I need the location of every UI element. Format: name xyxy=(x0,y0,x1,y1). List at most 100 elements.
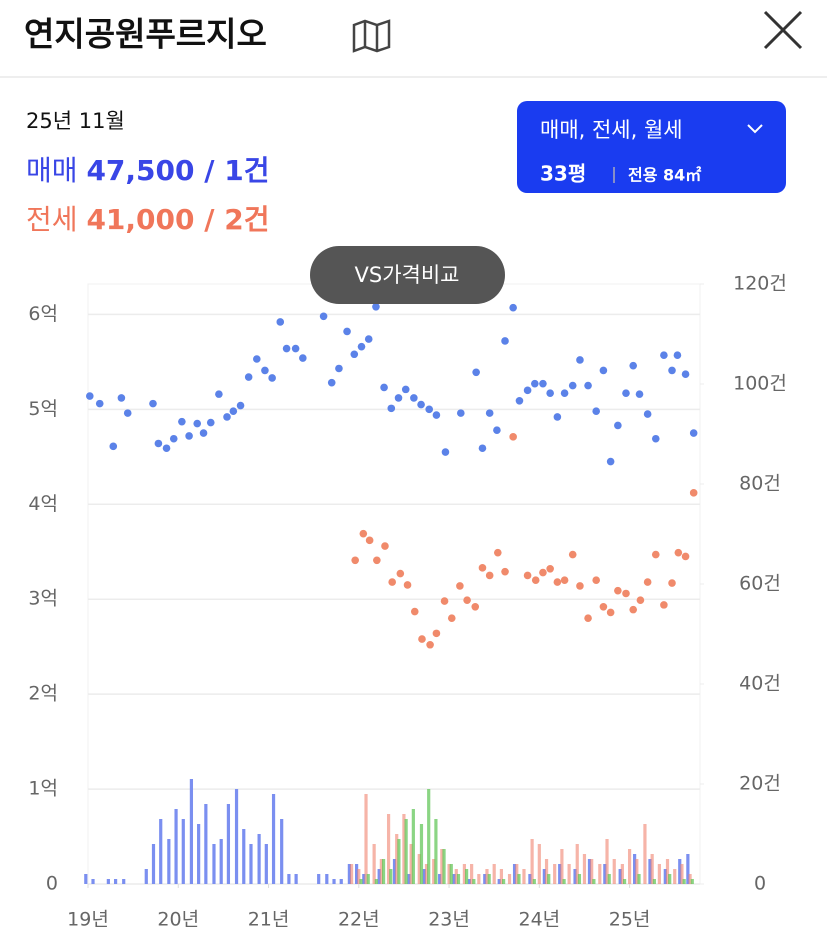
x-tick-label: 20년 xyxy=(157,909,199,931)
price-point xyxy=(485,571,494,580)
volume-bar xyxy=(409,844,413,884)
price-point xyxy=(291,344,300,353)
y-tick-label: 0 xyxy=(46,873,58,895)
price-point xyxy=(418,635,426,643)
price-point xyxy=(396,569,405,578)
price-point xyxy=(560,576,569,585)
volume-bar xyxy=(366,874,370,884)
price-point xyxy=(319,312,328,321)
volume-bar xyxy=(603,864,607,884)
volume-bar xyxy=(411,809,415,884)
volume-bar xyxy=(668,874,672,884)
volume-bar xyxy=(144,869,148,884)
volume-bar xyxy=(497,879,501,884)
volume-bar xyxy=(402,814,406,884)
chevron xyxy=(747,124,763,134)
volume-bar xyxy=(643,824,647,884)
volume-bar xyxy=(189,779,194,884)
volume-bar xyxy=(553,864,557,884)
sale-summary: 매매 47,500 / 1건 xyxy=(26,154,269,187)
price-point xyxy=(327,378,336,387)
price-point xyxy=(643,578,652,586)
price-point xyxy=(193,419,202,428)
price-point xyxy=(546,389,554,397)
price-point xyxy=(380,383,388,392)
volume-bar xyxy=(620,864,624,884)
price-point xyxy=(471,602,480,611)
price-point xyxy=(523,386,532,395)
price-point xyxy=(576,356,584,364)
volume-bar xyxy=(467,879,472,884)
volume-bar xyxy=(517,874,521,884)
volume-bar xyxy=(507,874,512,884)
price-point xyxy=(689,489,698,497)
price-point xyxy=(343,327,351,336)
filter-button[interactable]: 매매, 전세, 월세 33평 전용 84㎡ xyxy=(517,101,786,193)
volume-bar xyxy=(424,864,429,884)
compare-label: VS가격비교 xyxy=(355,263,460,287)
price-point xyxy=(252,355,261,363)
price-point xyxy=(268,374,276,382)
volume-bar xyxy=(381,859,386,884)
filter-bg xyxy=(517,101,786,193)
title: 연지공원푸르지오 xyxy=(24,15,267,54)
volume-bar xyxy=(349,864,354,884)
volume-bar xyxy=(522,869,526,884)
volume-bar xyxy=(650,854,654,884)
price-point xyxy=(599,366,608,375)
price-point xyxy=(178,417,186,426)
price-point xyxy=(244,373,253,381)
volume-bar xyxy=(449,864,453,884)
price-point xyxy=(592,407,600,416)
price-point xyxy=(169,434,178,443)
volume-bar xyxy=(502,879,506,884)
compare-button[interactable]: VS가격비교 xyxy=(310,246,505,304)
price-point xyxy=(629,361,638,370)
price-point xyxy=(299,354,307,362)
volume-bar xyxy=(622,879,627,884)
volume-bar xyxy=(637,874,641,884)
price-point xyxy=(568,550,577,559)
volume-bar xyxy=(605,839,609,884)
price-point xyxy=(622,389,630,397)
price-point xyxy=(614,586,622,595)
x-tick-label: 21년 xyxy=(248,909,290,931)
volume-bar xyxy=(257,834,261,884)
price-point xyxy=(576,582,584,590)
price-point xyxy=(635,390,644,398)
volume-bar xyxy=(347,864,351,884)
price-point xyxy=(86,392,94,400)
volume-bar xyxy=(618,869,622,884)
price-point xyxy=(668,366,676,375)
x-tick-label: 25년 xyxy=(609,909,651,931)
price-point xyxy=(149,399,157,408)
volume-bar xyxy=(325,874,329,884)
price-point xyxy=(425,405,434,414)
price-point xyxy=(681,370,690,378)
volume-bar xyxy=(271,794,276,884)
volume-bar xyxy=(607,874,611,884)
y-tick-label: 1억 xyxy=(28,778,58,800)
volume-bar xyxy=(472,879,476,884)
volume-bar xyxy=(673,869,677,884)
volume-bar xyxy=(219,839,223,884)
price-point xyxy=(387,404,396,413)
volume-bar xyxy=(657,864,661,884)
volume-bar xyxy=(537,844,541,884)
volume-bar xyxy=(532,879,536,884)
y-tick-label: 2억 xyxy=(28,683,58,705)
price-point xyxy=(123,409,132,417)
price-point xyxy=(651,550,660,559)
price-point xyxy=(440,597,449,605)
volume-bar xyxy=(590,859,594,884)
close-button[interactable] xyxy=(763,10,803,50)
volume-bar xyxy=(499,869,504,884)
price-point xyxy=(501,337,509,345)
price-point xyxy=(629,605,638,614)
price-point xyxy=(643,410,652,418)
y2-tick-label: 60건 xyxy=(739,573,781,595)
compare-bg xyxy=(310,246,505,304)
volume-bar xyxy=(174,809,178,884)
map-icon[interactable] xyxy=(352,19,391,53)
volume-bar xyxy=(386,814,391,884)
